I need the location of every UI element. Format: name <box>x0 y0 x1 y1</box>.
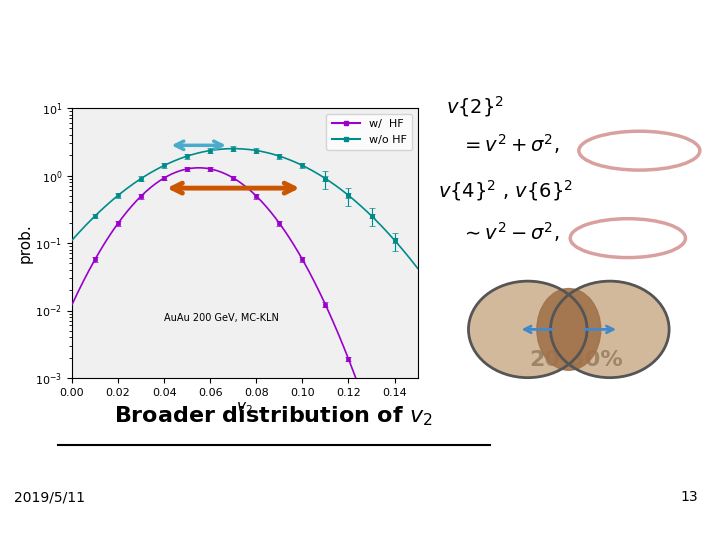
Text: AuAu 200 GeV, MC-KLN: AuAu 200 GeV, MC-KLN <box>164 313 279 323</box>
Text: 13: 13 <box>681 490 698 504</box>
Text: 20-30%: 20-30% <box>529 350 623 370</box>
Y-axis label: prob.: prob. <box>17 223 32 263</box>
Text: E-by-E distribution of $\nu_2$: E-by-E distribution of $\nu_2$ <box>179 45 541 79</box>
Text: $v\{2\}^2$: $v\{2\}^2$ <box>446 94 505 119</box>
Text: $\sim v^2 - \sigma^2,$: $\sim v^2 - \sigma^2,$ <box>461 220 559 244</box>
Text: $v\{4\}^2$ , $v\{6\}^2$: $v\{4\}^2$ , $v\{6\}^2$ <box>438 178 572 204</box>
Ellipse shape <box>537 288 600 370</box>
Circle shape <box>551 281 669 377</box>
Text: 2019/5/11: 2019/5/11 <box>14 490 86 504</box>
X-axis label: $v_2$: $v_2$ <box>236 401 253 416</box>
Legend: w/  HF, w/o HF: w/ HF, w/o HF <box>326 113 412 150</box>
Text: Broader distribution of $v_2$: Broader distribution of $v_2$ <box>114 405 433 428</box>
Text: $= v^2 + \sigma^2,$: $= v^2 + \sigma^2,$ <box>461 133 559 157</box>
Circle shape <box>469 281 587 377</box>
